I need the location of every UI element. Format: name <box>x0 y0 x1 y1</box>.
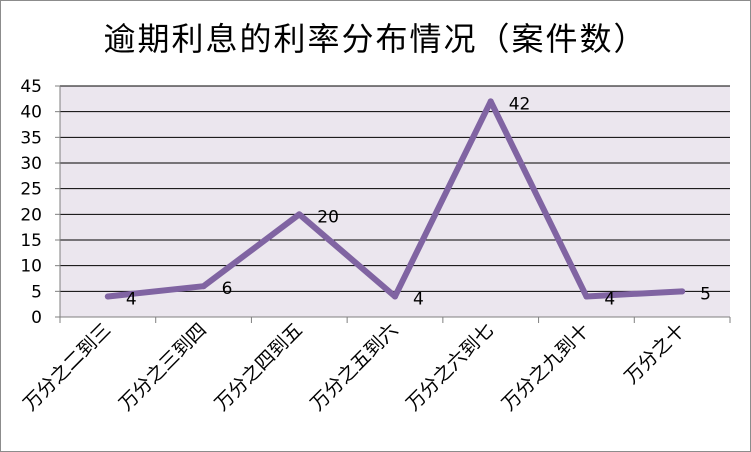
data-point <box>104 293 111 300</box>
y-tick-label: 45 <box>20 77 42 97</box>
x-axis <box>59 86 731 323</box>
y-tick-label: 30 <box>20 154 42 174</box>
data-point <box>583 293 590 300</box>
x-tick-label: 万分之五到六 <box>306 319 402 415</box>
data-label: 4 <box>604 289 615 309</box>
data-label: 5 <box>700 284 711 304</box>
plot-area <box>60 86 730 317</box>
data-labels: 4 6 20 4 42 4 5 <box>126 94 711 309</box>
series-lines <box>104 98 686 300</box>
data-point <box>200 283 207 290</box>
data-label: 20 <box>317 207 339 227</box>
x-tick-label: 万分之十 <box>620 319 689 388</box>
y-tick-label: 0 <box>31 308 42 328</box>
x-tick-label: 万分之三到四 <box>115 319 211 415</box>
y-tick-label: 10 <box>20 257 42 277</box>
chart-title: 逾期利息的利率分布情况（案件数） <box>103 20 648 58</box>
x-tick-label: 万分之六到七 <box>402 319 498 415</box>
data-label: 4 <box>413 289 424 309</box>
data-point <box>487 98 494 105</box>
x-tick-label: 万分之九到十 <box>498 319 594 415</box>
y-tick-label: 25 <box>20 180 42 200</box>
data-label: 4 <box>126 289 137 309</box>
data-point <box>679 288 686 295</box>
data-point <box>296 211 303 218</box>
y-tick-label: 40 <box>20 103 42 123</box>
x-tick-label: 万分之四到五 <box>211 319 307 415</box>
y-tick-label: 5 <box>31 282 42 302</box>
x-tick-label: 万分之二到三 <box>19 319 115 415</box>
x-axis-tick-labels: 万分之二到三 万分之三到四 万分之四到五 万分之五到六 万分之六到七 万分之九到十 万分之十 <box>19 319 689 415</box>
data-label: 6 <box>222 279 233 299</box>
y-axis-ticks: 0 5 10 15 20 25 30 35 40 45 <box>20 77 60 328</box>
y-tick-label: 20 <box>20 205 42 225</box>
gridlines <box>60 85 730 292</box>
y-tick-label: 35 <box>20 128 42 148</box>
y-tick-label: 15 <box>20 231 42 251</box>
data-label: 42 <box>509 94 531 114</box>
data-point <box>392 293 398 300</box>
